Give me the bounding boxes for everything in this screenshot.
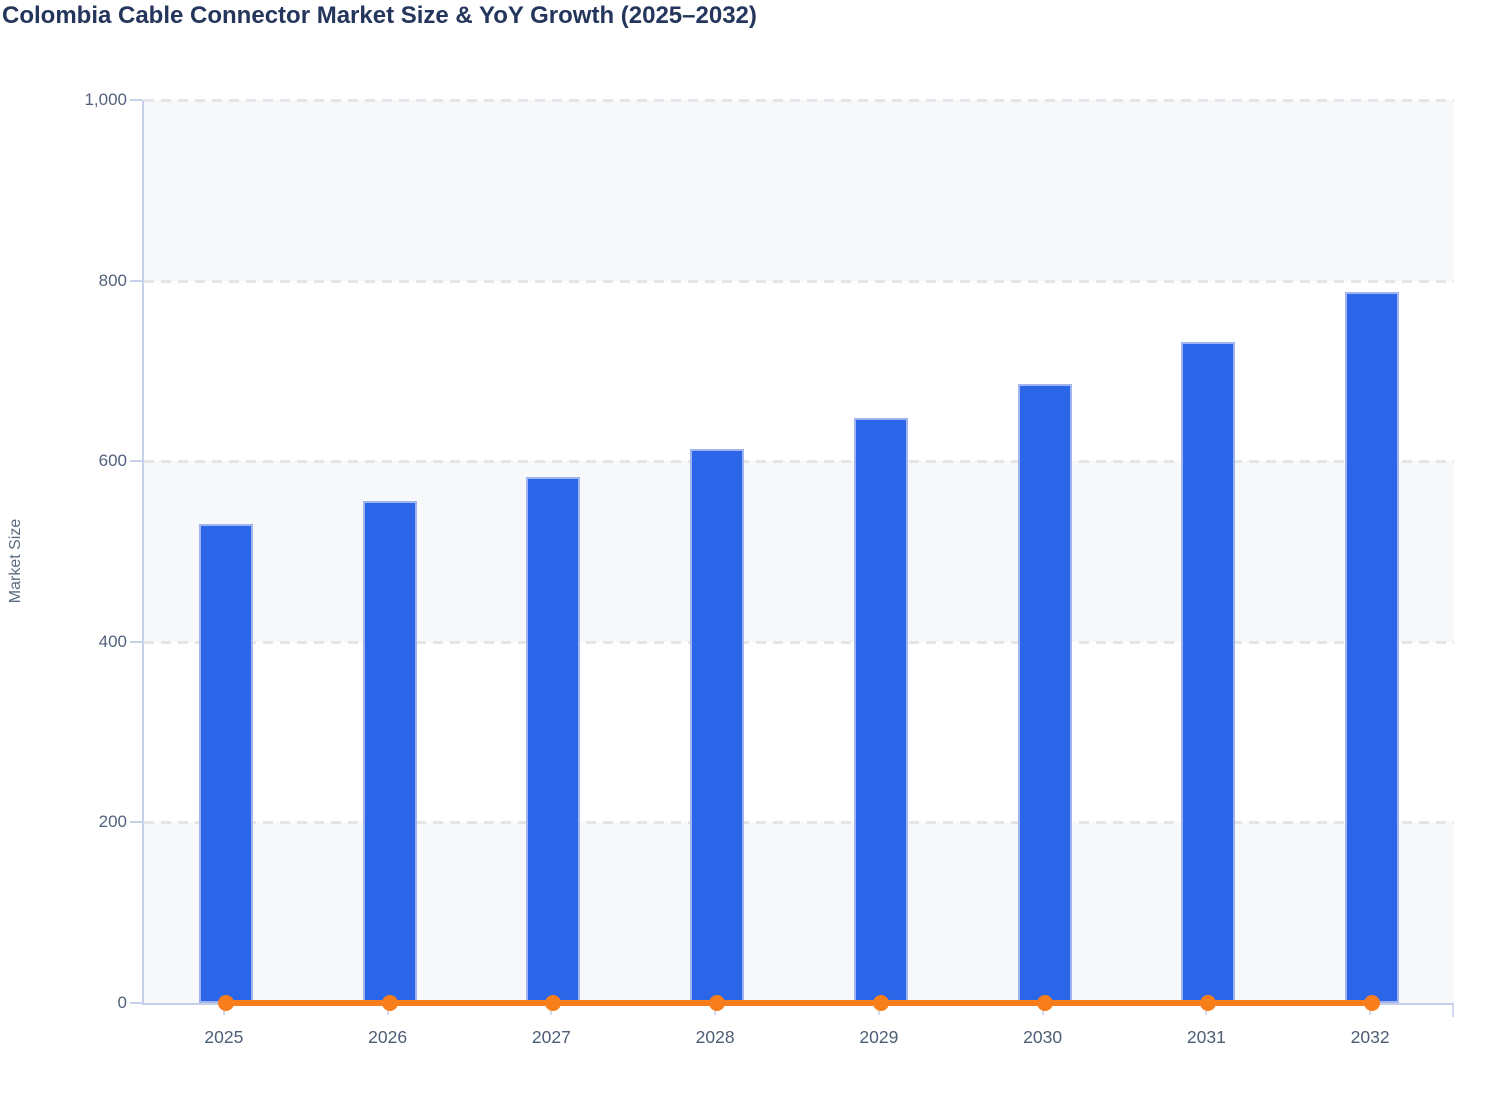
yoy-marker-2028 xyxy=(709,995,726,1011)
y-tick-label-600: 600 xyxy=(98,451,127,471)
y-tick-mark-200 xyxy=(130,821,142,824)
x-axis-label-2032: 2032 xyxy=(1350,1027,1390,1047)
yoy-growth-line xyxy=(222,1000,1376,1006)
x-axis-label-2025: 2025 xyxy=(204,1027,244,1047)
bar-2030 xyxy=(1017,383,1072,1003)
chart-title: Colombia Cable Connector Market Size & Y… xyxy=(2,2,757,29)
y-tick-label-200: 200 xyxy=(98,812,127,832)
x-axis-label-2029: 2029 xyxy=(859,1027,899,1047)
y-tick-mark-400 xyxy=(130,640,142,643)
yoy-marker-2030 xyxy=(1036,995,1053,1011)
x-axis-label-2026: 2026 xyxy=(368,1027,408,1047)
background-band xyxy=(144,280,1454,462)
bar-2031 xyxy=(1181,342,1236,1003)
x-axis-label-2030: 2030 xyxy=(1023,1027,1063,1047)
y-tick-mark-800 xyxy=(130,279,142,282)
y-tick-label-1000: 1,000 xyxy=(84,90,127,109)
y-tick-label-400: 400 xyxy=(98,631,127,651)
bar-2025 xyxy=(198,524,253,1003)
background-band xyxy=(144,822,1454,1003)
x-axis-label-2031: 2031 xyxy=(1186,1027,1226,1047)
background-band xyxy=(144,100,1454,281)
background-band xyxy=(144,461,1454,642)
bar-2026 xyxy=(362,500,417,1003)
gridline-400 xyxy=(144,640,1454,644)
x-axis-label-2028: 2028 xyxy=(695,1027,735,1047)
yoy-marker-2027 xyxy=(545,995,562,1011)
bar-2027 xyxy=(526,476,581,1003)
y-axis-title: Market Size xyxy=(7,518,24,604)
y-tick-mark-1000 xyxy=(130,99,142,101)
yoy-marker-2029 xyxy=(872,995,889,1011)
y-tick-mark-600 xyxy=(130,460,142,463)
gridline-600 xyxy=(144,460,1454,464)
gridline-800 xyxy=(144,279,1454,283)
x-axis-label-2027: 2027 xyxy=(531,1027,571,1047)
bar-2032 xyxy=(1345,292,1400,1003)
x-axis-end-tick xyxy=(1452,1005,1454,1017)
y-tick-label-800: 800 xyxy=(98,270,127,290)
bar-2029 xyxy=(853,417,908,1003)
gridline-200 xyxy=(144,821,1454,825)
bar-2028 xyxy=(690,448,745,1003)
background-band xyxy=(144,641,1454,823)
gridline-1000 xyxy=(144,99,1454,102)
y-tick-mark-0 xyxy=(130,1002,142,1004)
y-tick-label-0: 0 xyxy=(117,993,127,1012)
yoy-marker-2026 xyxy=(381,995,398,1011)
yoy-marker-2031 xyxy=(1200,995,1217,1011)
plot-area xyxy=(142,99,1454,1011)
yoy-marker-2032 xyxy=(1364,995,1381,1011)
yoy-marker-2025 xyxy=(217,995,234,1011)
